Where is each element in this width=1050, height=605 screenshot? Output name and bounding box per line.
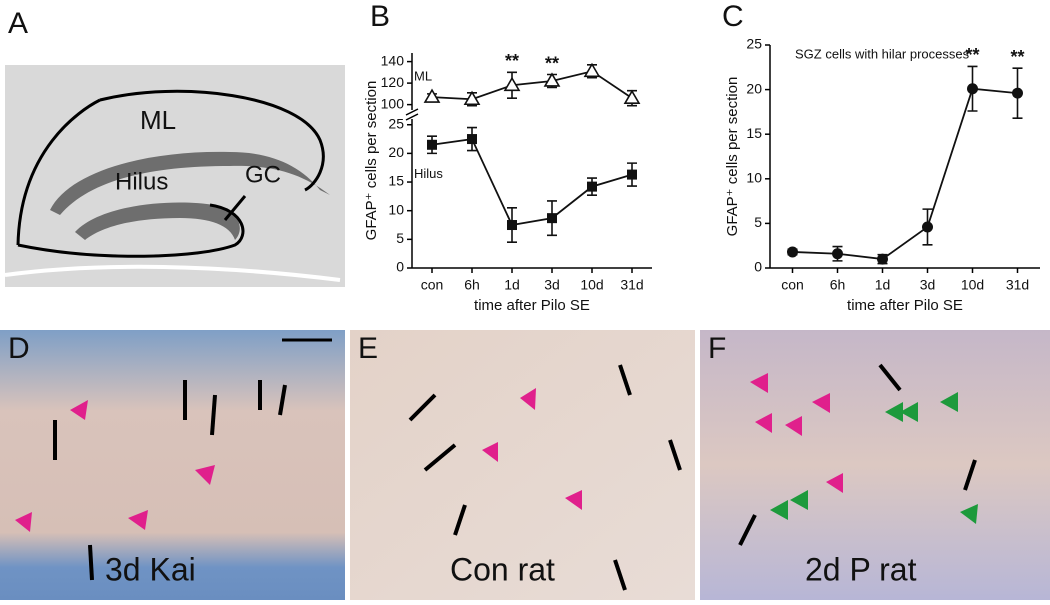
arrowheads (15, 373, 843, 532)
x-tick-label: 3d (920, 277, 936, 293)
marker (423, 88, 441, 103)
x-tick-label: 31d (620, 277, 643, 293)
y-tick-label: 5 (396, 230, 404, 246)
marker (587, 181, 597, 192)
y-tick-label: 15 (388, 173, 404, 189)
granule-layer (75, 202, 240, 240)
photo-label: 3d Kai (105, 551, 196, 587)
photo-label: 2d P rat (805, 551, 917, 587)
x-tick-label: 1d (875, 277, 891, 293)
marker (467, 134, 477, 145)
y-tick-label: 10 (746, 170, 762, 186)
x-tick-label: con (781, 277, 804, 293)
marker (507, 220, 517, 231)
x-tick-label: 10d (961, 277, 984, 293)
marker (922, 221, 933, 233)
x-tick-label: 10d (580, 277, 603, 293)
marker (623, 89, 641, 104)
panel-letter: E (358, 332, 378, 365)
hippocampus-image (5, 65, 345, 287)
marker (787, 246, 798, 258)
x-tick-label: 31d (1006, 277, 1029, 293)
arrows (53, 363, 977, 591)
panel-letter: D (8, 332, 30, 365)
significance: ** (545, 53, 559, 73)
region-label: ML (140, 105, 176, 135)
marker (877, 253, 888, 265)
axis-break (405, 113, 419, 121)
y-tick-label: 0 (754, 259, 762, 275)
series-line (792, 87, 1018, 261)
region-outline (16, 89, 325, 258)
y-axis-label: GFAP⁺ cells per section (363, 81, 380, 241)
series-label: ML (414, 69, 432, 84)
significance: ** (965, 45, 979, 65)
y-tick-label: 10 (388, 201, 404, 217)
marker (427, 139, 437, 150)
y-tick-label: 25 (746, 36, 762, 52)
micrograph (700, 330, 1050, 600)
y-tick-label: 140 (381, 52, 405, 68)
y-tick-label: 20 (388, 144, 404, 160)
panel-letter: C (722, 0, 744, 33)
marker (1012, 87, 1023, 99)
series-label: Hilus (414, 166, 443, 181)
micrograph (350, 330, 695, 600)
y-tick-label: 100 (381, 95, 405, 111)
y-tick-label: 5 (754, 214, 762, 230)
arrowheads (770, 392, 978, 524)
series-line (431, 70, 633, 101)
axis-break (405, 108, 419, 116)
marker (503, 76, 521, 92)
x-tick-label: 6h (830, 277, 846, 293)
x-tick-label: 3d (544, 277, 560, 293)
y-tick-label: 15 (746, 125, 762, 141)
significance: ** (505, 51, 519, 71)
granule-layer (50, 151, 330, 215)
x-axis-label: time after Pilo SE (847, 297, 963, 314)
marker (967, 83, 978, 95)
region-label: GC (245, 161, 281, 188)
marker (832, 248, 843, 260)
marker (463, 90, 481, 106)
micrograph (0, 330, 345, 600)
panel-letter: A (8, 7, 28, 40)
x-tick-label: 6h (464, 277, 480, 293)
y-axis-label: GFAP⁺ cells per section (724, 77, 741, 237)
x-tick-label: 1d (504, 277, 520, 293)
marker (543, 72, 561, 87)
marker (547, 213, 557, 224)
tissue-edge (4, 264, 341, 282)
marker (627, 169, 637, 180)
marker (583, 62, 601, 78)
y-tick-label: 120 (381, 74, 405, 90)
x-tick-label: con (421, 277, 444, 293)
y-tick-label: 25 (388, 115, 404, 131)
x-axis-label: time after Pilo SE (474, 297, 590, 314)
subtitle: SGZ cells with hilar processes (795, 46, 970, 61)
region-label: Hilus (115, 168, 168, 195)
y-tick-label: 0 (396, 259, 404, 275)
panel-letter: F (708, 332, 726, 365)
significance: ** (1010, 47, 1024, 67)
y-tick-label: 20 (746, 80, 762, 96)
series-line (431, 138, 633, 227)
photo-label: Con rat (450, 551, 555, 587)
panel-letter: B (370, 0, 390, 33)
